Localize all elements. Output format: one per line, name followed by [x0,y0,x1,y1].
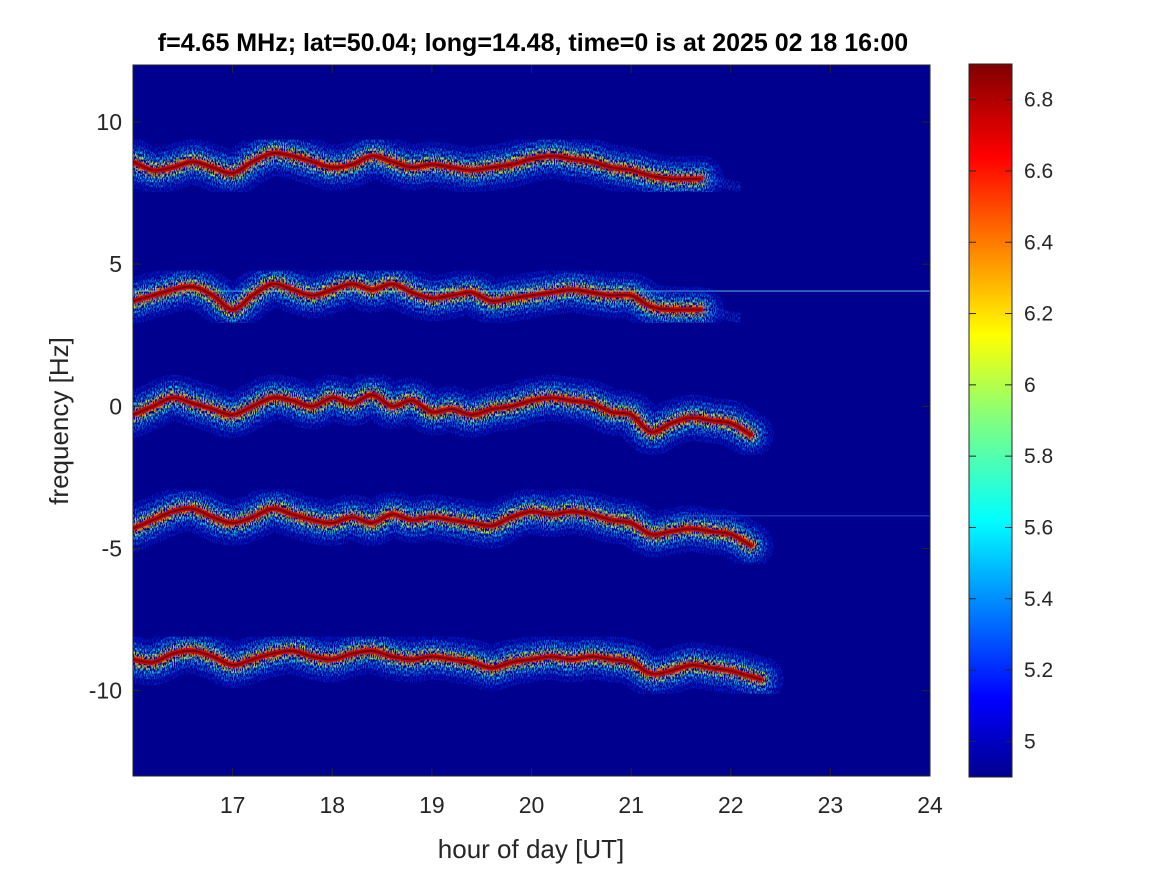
doppler-trace [133,129,742,202]
colorbar: 5 5.2 5.4 5.6 5.8 6 6.2 6.4 6.6 6.8 [968,63,1054,778]
x-tick-label: 22 [718,792,744,818]
colorbar-tick-label: 6 [1024,374,1036,397]
x-tick-label: 17 [220,792,246,818]
trace-band [133,507,752,547]
doppler-trace [133,485,774,569]
x-tick-label: 24 [917,792,943,818]
trace-band [133,649,762,681]
doppler-trace [133,627,784,703]
trace-band [133,282,702,311]
x-tick-label: 19 [419,792,445,818]
colorbar-gradient [969,64,1012,777]
x-tick-label: 21 [618,792,644,818]
x-tick-label: 18 [319,792,345,818]
colorbar-tick-label: 5.8 [1024,445,1053,468]
y-axis-label: frequency [Hz] [44,337,74,505]
doppler-trace [133,371,774,458]
trace-tail [699,304,742,324]
colorbar-tick-label: 5.2 [1024,659,1053,682]
chart-title: f=4.65 MHz; lat=50.04; long=14.48, time=… [158,29,908,57]
colorbar-frame [968,63,1013,778]
y-tick-label: -10 [89,678,122,704]
colorbar-tick-label: 5.4 [1024,588,1054,611]
x-tick-label: 20 [519,792,545,818]
y-tick-label: -5 [102,535,122,561]
doppler-trace [133,260,742,333]
plot-area [132,64,931,777]
colorbar-tick-label: 5.6 [1024,516,1053,539]
y-tick-label: 10 [96,109,122,135]
y-tick-label: 0 [109,393,122,419]
colorbar-tick-label: 6.4 [1024,231,1054,254]
x-tick-label: 23 [818,792,844,818]
y-axis: -10 -5 0 5 10 [89,109,930,704]
colorbar-tick-label: 6.8 [1024,89,1053,112]
colorbar-tick-label: 5 [1024,730,1036,753]
y-tick-label: 5 [109,251,122,277]
x-axis: 17 18 19 20 21 22 23 24 [220,65,943,818]
x-axis-label: hour of day [UT] [438,834,624,864]
trace-band [133,151,702,180]
colorbar-tick-label: 6.6 [1024,160,1053,183]
trace-tail [699,173,742,193]
trace-band [133,393,752,436]
colorbar-tick-label: 6.2 [1024,303,1053,326]
